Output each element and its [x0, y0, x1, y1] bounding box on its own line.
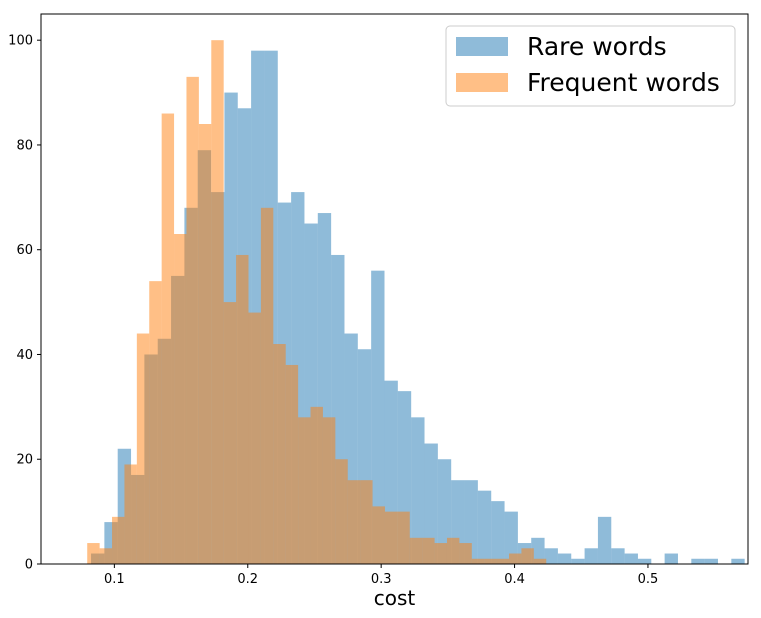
- histogram-bar: [211, 40, 224, 564]
- histogram-bar: [509, 553, 522, 564]
- legend: Rare words Frequent words: [445, 25, 736, 107]
- x-tick-label: 0.5: [638, 572, 659, 587]
- histogram-bar: [611, 548, 625, 564]
- legend-swatch: [456, 37, 508, 56]
- histogram-bar: [322, 417, 336, 564]
- y-tick-label: 40: [16, 348, 33, 363]
- histogram-bar: [360, 480, 373, 564]
- histogram-bar: [424, 443, 438, 564]
- histogram-bar: [149, 281, 162, 564]
- histogram-bar: [273, 344, 286, 564]
- histogram-bar: [371, 270, 385, 564]
- histogram-bar: [597, 516, 612, 564]
- y-tick-label: 80: [16, 138, 33, 153]
- histogram-bar: [531, 537, 545, 564]
- legend-swatch: [456, 73, 508, 92]
- series-frequent-words: [87, 40, 547, 565]
- histogram-bar: [521, 548, 534, 564]
- histogram-bar: [285, 364, 299, 564]
- histogram-bar: [664, 553, 678, 564]
- histogram-bar: [624, 553, 638, 564]
- legend-box: [445, 25, 736, 107]
- histogram-bar: [112, 516, 125, 564]
- histogram-bar: [236, 254, 249, 564]
- x-axis-label: cost: [374, 586, 416, 610]
- histogram-bar: [198, 124, 212, 564]
- histogram-bar: [691, 558, 705, 564]
- histogram-bar: [347, 480, 361, 564]
- histogram-bar: [372, 506, 385, 564]
- histogram-bar: [422, 537, 435, 564]
- y-tick-label: 20: [16, 453, 33, 468]
- histogram-bar: [731, 558, 745, 564]
- histogram-bar: [136, 333, 150, 564]
- x-tick-label: 0.4: [504, 572, 525, 587]
- histogram-bar: [471, 558, 485, 564]
- histogram-bar: [484, 558, 497, 564]
- histogram-bar: [704, 558, 718, 564]
- histogram-bar: [335, 459, 348, 564]
- histogram-bar: [99, 548, 113, 564]
- histogram-bar: [491, 501, 505, 564]
- histogram-bar: [409, 537, 423, 564]
- histogram-bar: [459, 543, 472, 564]
- plot-frame: [40, 13, 749, 565]
- histogram-bars: [87, 40, 745, 565]
- histogram-bar: [496, 558, 510, 564]
- histogram-bar: [384, 511, 398, 564]
- histogram-bar: [174, 234, 187, 564]
- legend-label: Frequent words: [527, 68, 720, 97]
- histogram-bar: [186, 76, 199, 564]
- histogram-bar: [571, 558, 585, 564]
- histogram-bar: [477, 490, 492, 564]
- x-tick-label: 0.3: [371, 572, 392, 587]
- y-tick-label: 100: [8, 34, 33, 49]
- histogram-bar: [446, 537, 460, 564]
- y-tick-label: 0: [25, 558, 33, 573]
- x-tick-label: 0.1: [104, 572, 125, 587]
- histogram-bar: [87, 543, 100, 564]
- histogram-bar: [557, 553, 572, 564]
- histogram-bar: [298, 417, 311, 564]
- histogram-bar: [397, 511, 410, 564]
- histogram-bar: [533, 558, 547, 564]
- histogram-bar: [223, 302, 237, 564]
- legend-label: Rare words: [527, 32, 667, 61]
- histogram-bar: [124, 464, 137, 564]
- histogram-bar: [161, 113, 175, 565]
- histogram-bar: [544, 548, 558, 564]
- histogram-bar: [504, 511, 518, 564]
- histogram-bar: [310, 406, 323, 564]
- histogram-bar: [434, 543, 447, 564]
- axes: 0.1 0.2 0.3 0.4 0.5 0 20 40 60 80 100 cost: [8, 13, 749, 610]
- histogram-bar: [260, 207, 274, 565]
- histogram-bar: [411, 417, 425, 564]
- y-tick-label: 60: [16, 243, 33, 258]
- x-tick-label: 0.2: [237, 572, 258, 587]
- histogram-bar: [248, 312, 261, 564]
- histogram-bar: [584, 548, 598, 564]
- histogram-bar: [637, 558, 652, 564]
